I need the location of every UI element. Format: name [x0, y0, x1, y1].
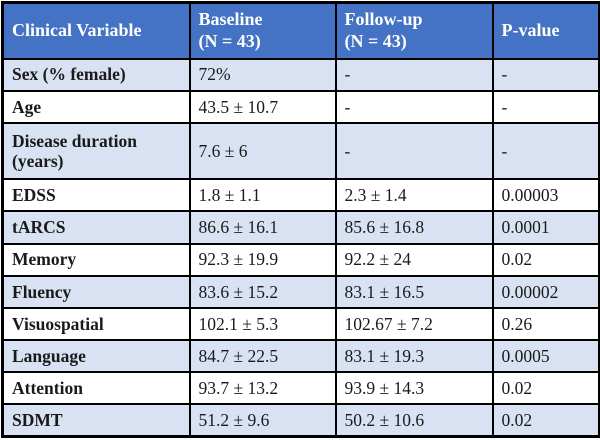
baseline-cell: 43.5 ± 10.7: [188, 89, 337, 124]
row-label-cell: Disease duration (years): [1, 121, 191, 181]
col-header-sub: (N = 43): [198, 30, 261, 51]
baseline-cell: 102.1 ± 5.3: [188, 306, 337, 341]
table-body: Sex (% female) 72% - - Age 43.5 ± 10.7 -…: [1, 57, 600, 438]
table-header: Clinical Variable Baseline (N = 43) Foll…: [1, 1, 600, 60]
followup-cell: 93.9 ± 14.3: [334, 370, 494, 405]
baseline-cell: 72%: [188, 57, 337, 92]
table-row: Language 84.7 ± 22.5 83.1 ± 19.3 0.0005: [1, 338, 600, 373]
pvalue-cell: 0.0001: [491, 210, 600, 245]
row-label-cell: EDSS: [1, 178, 191, 213]
pvalue-cell: 0.02: [491, 402, 600, 438]
baseline-cell: 93.7 ± 13.2: [188, 370, 337, 405]
followup-cell: 83.1 ± 16.5: [334, 274, 494, 309]
followup-cell: 50.2 ± 10.6: [334, 402, 494, 438]
followup-cell: 2.3 ± 1.4: [334, 178, 494, 213]
col-header-label: P-value: [501, 19, 560, 40]
table-row: Visuospatial 102.1 ± 5.3 102.67 ± 7.2 0.…: [1, 306, 600, 341]
followup-cell: 92.2 ± 24: [334, 242, 494, 277]
row-label-cell: tARCS: [1, 210, 191, 245]
table-row: Disease duration (years) 7.6 ± 6 - -: [1, 121, 600, 181]
baseline-cell: 51.2 ± 9.6: [188, 402, 337, 438]
pvalue-cell: -: [491, 89, 600, 124]
pvalue-cell: 0.26: [491, 306, 600, 341]
baseline-cell: 1.8 ± 1.1: [188, 178, 337, 213]
row-label-cell: SDMT: [1, 402, 191, 438]
table-row: Attention 93.7 ± 13.2 93.9 ± 14.3 0.02: [1, 370, 600, 405]
table-row: tARCS 86.6 ± 16.1 85.6 ± 16.8 0.0001: [1, 210, 600, 245]
col-header-clinical-variable: Clinical Variable: [1, 1, 191, 60]
followup-cell: -: [334, 89, 494, 124]
col-header-label: Baseline: [198, 9, 263, 30]
pvalue-cell: 0.00002: [491, 274, 600, 309]
row-label-cell: Sex (% female): [1, 57, 191, 92]
baseline-cell: 83.6 ± 15.2: [188, 274, 337, 309]
row-label-cell: Fluency: [1, 274, 191, 309]
followup-cell: -: [334, 57, 494, 92]
followup-cell: 85.6 ± 16.8: [334, 210, 494, 245]
row-label-cell: Language: [1, 338, 191, 373]
baseline-cell: 84.7 ± 22.5: [188, 338, 337, 373]
table-row: Memory 92.3 ± 19.9 92.2 ± 24 0.02: [1, 242, 600, 277]
pvalue-cell: 0.02: [491, 370, 600, 405]
col-header-label: Follow-up: [344, 9, 423, 30]
table-row: SDMT 51.2 ± 9.6 50.2 ± 10.6 0.02: [1, 402, 600, 438]
followup-cell: 83.1 ± 19.3: [334, 338, 494, 373]
pvalue-cell: -: [491, 57, 600, 92]
row-label-cell: Memory: [1, 242, 191, 277]
followup-cell: 102.67 ± 7.2: [334, 306, 494, 341]
col-header-followup: Follow-up (N = 43): [334, 1, 494, 60]
col-header-label: Clinical Variable: [12, 19, 142, 40]
header-row: Clinical Variable Baseline (N = 43) Foll…: [1, 1, 600, 60]
pvalue-cell: -: [491, 121, 600, 181]
col-header-pvalue: P-value: [491, 1, 600, 60]
row-label-cell: Attention: [1, 370, 191, 405]
row-label-cell: Visuospatial: [1, 306, 191, 341]
pvalue-cell: 0.00003: [491, 178, 600, 213]
table-row: Fluency 83.6 ± 15.2 83.1 ± 16.5 0.00002: [1, 274, 600, 309]
baseline-cell: 92.3 ± 19.9: [188, 242, 337, 277]
col-header-baseline: Baseline (N = 43): [188, 1, 337, 60]
col-header-sub: (N = 43): [344, 30, 407, 51]
baseline-cell: 7.6 ± 6: [188, 121, 337, 181]
pvalue-cell: 0.0005: [491, 338, 600, 373]
table-row: Sex (% female) 72% - -: [1, 57, 600, 92]
followup-cell: -: [334, 121, 494, 181]
pvalue-cell: 0.02: [491, 242, 600, 277]
table-row: Age 43.5 ± 10.7 - -: [1, 89, 600, 124]
baseline-cell: 86.6 ± 16.1: [188, 210, 337, 245]
table-row: EDSS 1.8 ± 1.1 2.3 ± 1.4 0.00003: [1, 178, 600, 213]
row-label-cell: Age: [1, 89, 191, 124]
